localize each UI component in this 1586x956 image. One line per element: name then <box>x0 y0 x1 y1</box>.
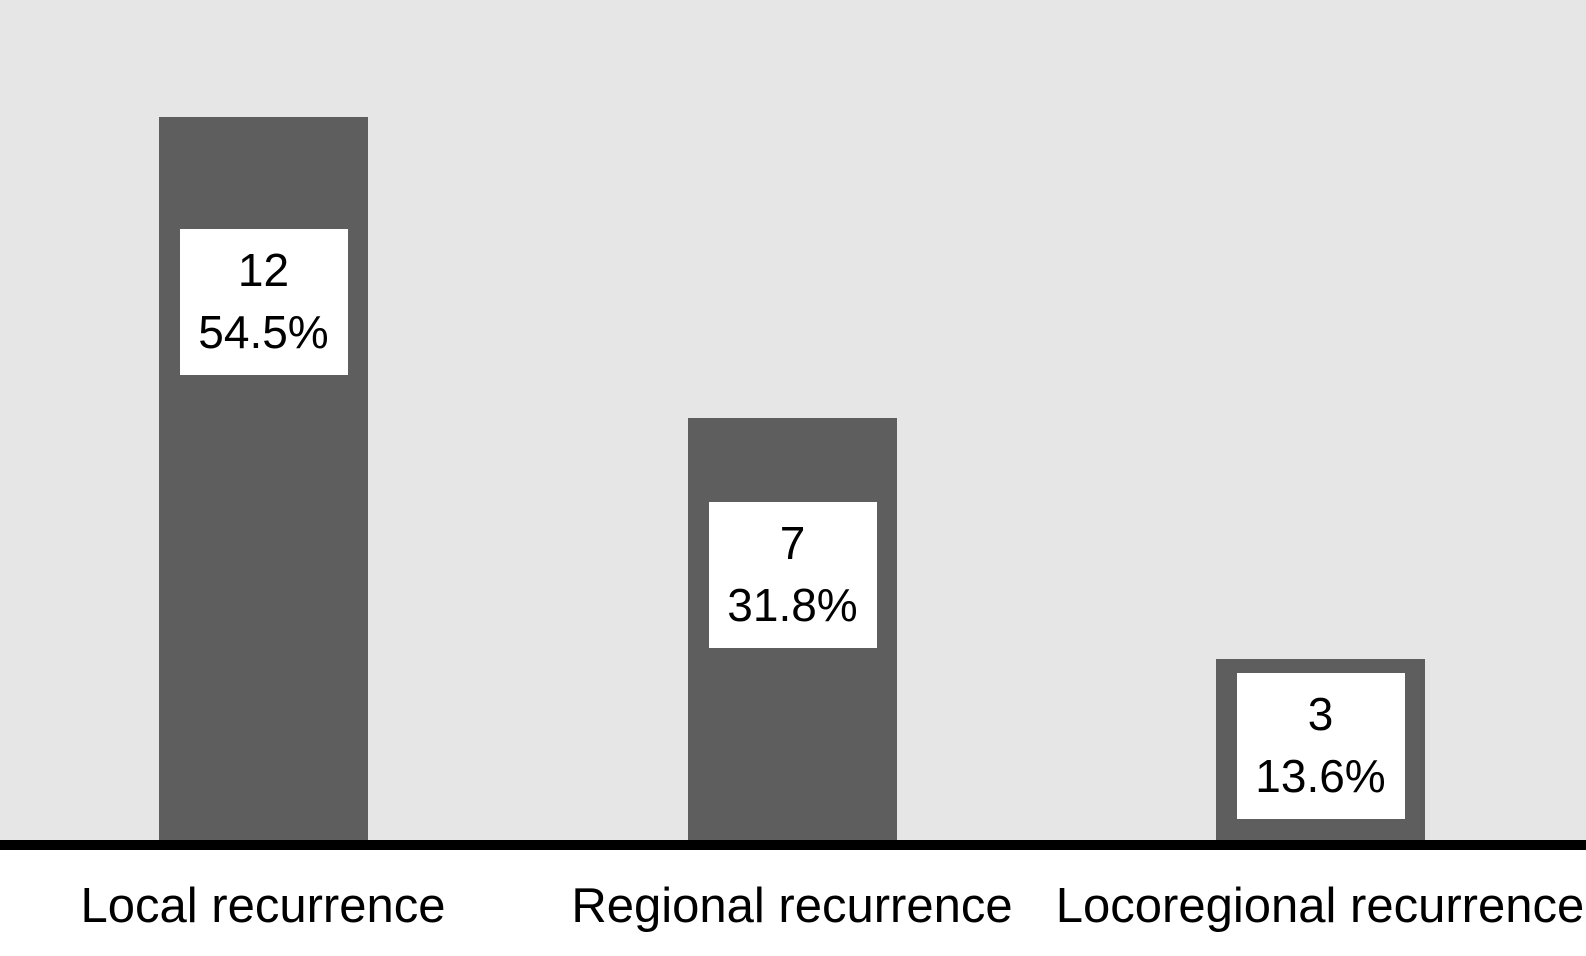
bar: 7 31.8% <box>688 418 897 840</box>
bar-percent: 54.5% <box>198 306 329 358</box>
plot-area: 12 54.5% 7 31.8% 3 13.6% <box>0 0 1586 850</box>
bar-percent: 13.6% <box>1255 750 1386 802</box>
value-label-box: 7 31.8% <box>708 502 877 648</box>
x-axis-line <box>0 840 1586 850</box>
category-labels: Local recurrence Regional recurrence Locor… <box>0 850 1586 956</box>
bar-count: 7 <box>779 517 806 569</box>
bar: 3 13.6% <box>1216 659 1425 840</box>
bar-count: 3 <box>1307 688 1334 740</box>
category-label: Local recurrence <box>80 879 446 933</box>
bar: 12 54.5% <box>159 117 368 840</box>
category-label: Locoregional recurrence <box>1055 879 1585 933</box>
bar-percent: 31.8% <box>727 579 858 631</box>
value-label-box: 12 54.5% <box>179 229 348 375</box>
bar-count: 12 <box>237 244 290 296</box>
value-label-box: 3 13.6% <box>1236 673 1405 819</box>
category-label: Regional recurrence <box>571 879 1013 933</box>
